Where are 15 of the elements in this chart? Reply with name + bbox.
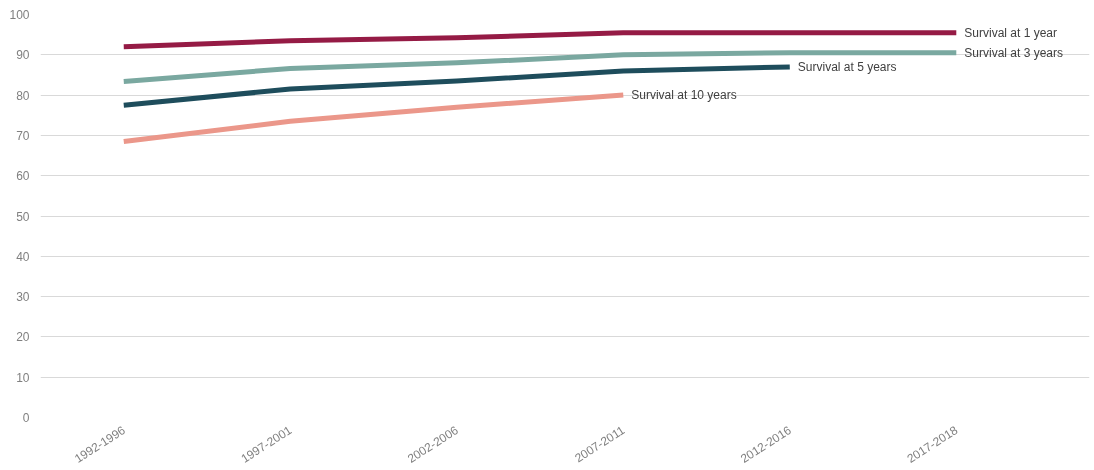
y-tick-label: 90 xyxy=(16,48,30,63)
series-label: Survival at 10 years xyxy=(631,88,737,103)
y-tick-label: 60 xyxy=(16,169,30,184)
y-tick-label: 70 xyxy=(16,128,30,143)
series-label: Survival at 5 years xyxy=(797,59,897,74)
y-tick-label: 30 xyxy=(16,290,30,305)
series-label: Survival at 3 years xyxy=(964,45,1064,60)
series-label: Survival at 1 year xyxy=(964,25,1058,40)
y-tick-label: 80 xyxy=(16,88,30,103)
y-tick-label: 0 xyxy=(22,411,30,425)
y-tick-label: 10 xyxy=(16,370,30,385)
y-tick-label: 100 xyxy=(9,8,30,22)
y-tick-label: 40 xyxy=(16,249,30,264)
y-tick-label: 20 xyxy=(16,330,30,345)
y-tick-label: 50 xyxy=(16,209,30,224)
